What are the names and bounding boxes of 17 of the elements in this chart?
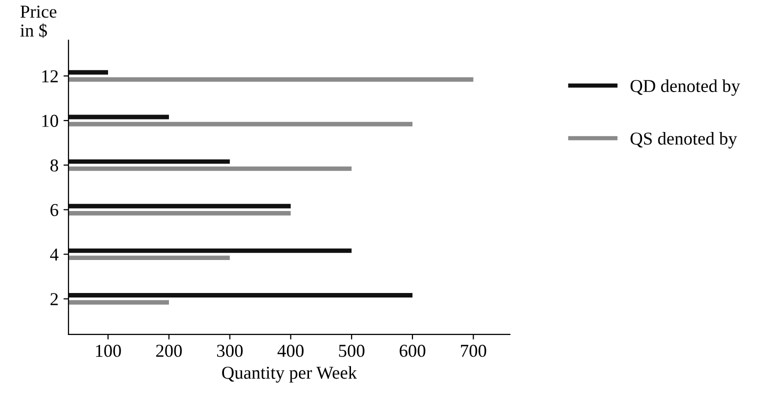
x-tick-label: 500 (339, 344, 364, 357)
legend-label: QD denoted by (630, 79, 740, 96)
x-tick-label: 700 (460, 344, 486, 357)
y-tick-label: 4 (50, 248, 58, 261)
x-axis-title: Quantity per Week (222, 366, 357, 383)
x-tick-label: 400 (278, 344, 304, 357)
y-tick-label: 8 (50, 159, 58, 172)
legend-label: QS denoted by (630, 132, 738, 148)
y-tick-label: 2 (50, 293, 58, 306)
x-tick-label: 100 (96, 344, 121, 357)
x-tick-label: 600 (400, 344, 426, 357)
x-tick-label: 300 (217, 344, 243, 357)
y-tick-label: 6 (50, 204, 58, 216)
y-tick-label: 12 (42, 70, 58, 82)
y-axis-title: Price in $ (20, 6, 56, 38)
x-tick-label: 200 (156, 344, 182, 357)
y-tick-label: 10 (42, 114, 58, 127)
